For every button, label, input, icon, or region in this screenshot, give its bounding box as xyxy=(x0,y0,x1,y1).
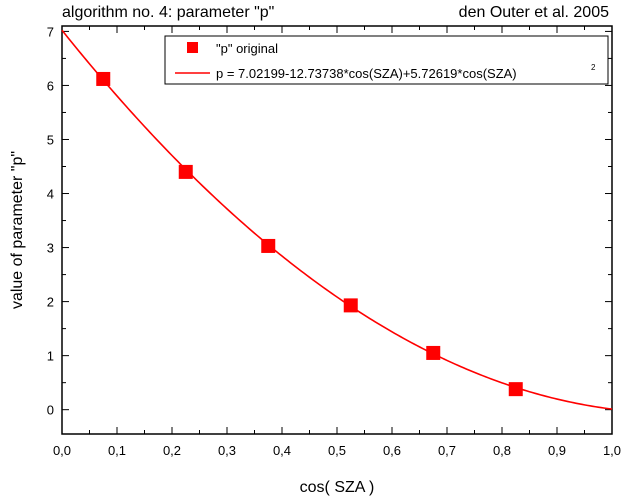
x-tick-label: 0,4 xyxy=(273,443,291,458)
y-tick-label: 3 xyxy=(47,241,54,256)
plot-frame xyxy=(61,25,613,435)
x-tick-label: 0,2 xyxy=(163,443,181,458)
legend-box xyxy=(164,35,609,85)
legend-entry-fit-superscript: 2 xyxy=(591,63,596,72)
data-point xyxy=(343,298,358,313)
x-tick-label: 0,3 xyxy=(218,443,236,458)
fit-curve-line xyxy=(61,29,613,410)
x-axis-label: cos( SZA ) xyxy=(300,479,375,496)
x-tick-label: 0,5 xyxy=(328,443,346,458)
chart-source: den Outer et al. 2005 xyxy=(458,4,609,21)
y-tick-label: 0 xyxy=(47,403,54,418)
data-point xyxy=(426,345,441,360)
legend-marker-swatch xyxy=(187,42,198,53)
x-tick-label: 0,9 xyxy=(548,443,566,458)
x-tick-label: 0,7 xyxy=(438,443,456,458)
y-tick-label: 5 xyxy=(47,132,54,147)
data-point xyxy=(96,71,111,86)
y-tick-label: 4 xyxy=(47,187,54,202)
y-tick-label: 1 xyxy=(47,349,54,364)
x-tick-label: 0,1 xyxy=(108,443,126,458)
y-axis-label: value of parameter "p" xyxy=(9,151,26,309)
y-tick-label: 2 xyxy=(47,295,54,310)
y-tick-label: 7 xyxy=(47,24,54,39)
data-point xyxy=(178,164,193,179)
legend-entry-original: "p" original xyxy=(216,41,278,56)
data-point xyxy=(261,238,276,253)
legend-entry-fit: p = 7.02199-12.73738*cos(SZA)+5.72619*co… xyxy=(216,66,517,81)
y-tick-label: 6 xyxy=(47,78,54,93)
x-tick-label: 0,6 xyxy=(383,443,401,458)
data-point xyxy=(508,382,523,397)
x-tick-label: 0,8 xyxy=(493,443,511,458)
x-tick-label: 1,0 xyxy=(603,443,621,458)
chart-title: algorithm no. 4: parameter "p" xyxy=(62,4,275,21)
x-tick-label: 0,0 xyxy=(53,443,71,458)
